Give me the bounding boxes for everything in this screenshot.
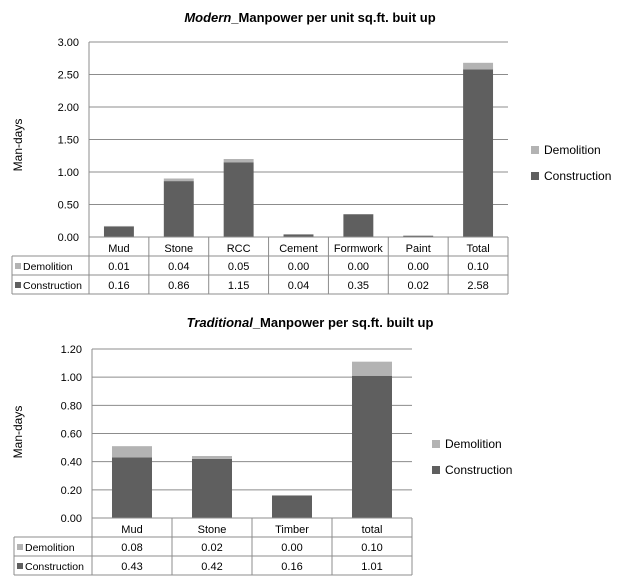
chart2-legend-label-construction: Construction (445, 463, 513, 477)
chart2-table-swatch-demolition (17, 544, 23, 550)
chart1-y-tick-label: 0.50 (58, 200, 79, 212)
chart1-legend-swatch-demolition (531, 146, 539, 154)
chart1-category-label: Paint (406, 243, 431, 255)
chart2-category-label: total (362, 524, 383, 536)
chart1-legend-item-construction: Construction (531, 168, 611, 184)
chart2-legend-item-demolition: Demolition (432, 436, 512, 452)
chart2-y-tick-label: 1.00 (61, 372, 82, 384)
chart1-bar-construction-stone (163, 181, 194, 237)
chart1-y-tick-label: 1.50 (58, 135, 79, 147)
chart1-category-label: Total (466, 243, 489, 255)
chart1-table-cell-construction: 1.15 (228, 280, 249, 292)
chart1-bar-construction-cement (283, 234, 314, 237)
chart2-category-label: Stone (198, 524, 227, 536)
chart1-table-cell-demolition: 0.00 (288, 261, 309, 273)
chart1-title-rest: _Manpower per unit sq.ft. buit up (231, 10, 436, 25)
chart2-legend-swatch-construction (432, 466, 440, 474)
chart1-table-swatch-construction (15, 282, 21, 288)
chart1-table-row-label-demolition: Demolition (23, 261, 73, 273)
chart1-category-label: Mud (108, 243, 129, 255)
chart1-table-cell-construction: 0.04 (288, 280, 309, 292)
chart2-table-row-label-demolition: Demolition (25, 542, 75, 554)
chart1-category-label: Stone (164, 243, 193, 255)
chart2-table-cell-construction: 0.16 (281, 561, 302, 573)
chart2-y-tick-label: 0.60 (61, 429, 82, 441)
chart2-legend-swatch-demolition (432, 440, 440, 448)
chart1-bar-demolition-stone (163, 178, 194, 182)
chart2-plot: 0.00 0.20 0.40 0.60 0.80 1.00 1.20 Mud Stone Timb… (13, 344, 413, 576)
chart1-bar-demolition-mud (103, 225, 134, 227)
chart2-title: Traditional_Manpower per sq.ft. built up (0, 315, 620, 330)
chart1-table-cell-construction: 2.58 (467, 280, 488, 292)
chart1-table-cell-demolition: 0.00 (348, 261, 369, 273)
chart2-bar-demolition-stone (192, 456, 232, 459)
chart2-bar-demolition-total (352, 361, 392, 376)
chart2-title-rest: _Manpower per sq.ft. built up (252, 315, 434, 330)
chart1-bar-construction-paint (403, 235, 434, 237)
chart1-table-cell-demolition: 0.05 (228, 261, 249, 273)
chart2-y-tick-label: 0.20 (61, 485, 82, 497)
chart1-legend-item-demolition: Demolition (531, 142, 611, 158)
chart2-legend: Demolition Construction (432, 436, 512, 488)
chart2-category-label: Timber (275, 524, 309, 536)
chart2-bar-construction-timber (272, 495, 312, 518)
chart1-category-label: Cement (279, 243, 318, 255)
chart1-bar-construction-mud (103, 226, 134, 237)
chart1-bar-demolition-total (463, 62, 494, 70)
chart1-legend-label-demolition: Demolition (544, 143, 601, 157)
chart2-table-cell-demolition: 0.08 (121, 542, 142, 554)
chart1-y-tick-label: 3.00 (58, 37, 79, 49)
chart1-y-tick-label: 2.00 (58, 102, 79, 114)
chart1-table-row-label-construction: Construction (23, 280, 82, 292)
chart2-table-cell-demolition: 0.02 (201, 542, 222, 554)
chart1-category-label: Formwork (334, 243, 383, 255)
chart2-table-row-label-construction: Construction (25, 561, 84, 573)
chart1-y-tick-label: 2.50 (58, 70, 79, 82)
chart2-table-cell-construction: 1.01 (361, 561, 382, 573)
chart1-table-cell-demolition: 0.01 (108, 261, 129, 273)
chart1-table-cell-demolition: 0.00 (408, 261, 429, 273)
chart2-y-tick-label: 0.00 (61, 513, 82, 525)
chart2-table-swatch-construction (17, 563, 23, 569)
chart1-title-italic: Modern (184, 10, 232, 25)
chart1-plot: 0.00 0.50 1.00 1.50 2.00 2.50 3.00 Mud Stone RCC C… (11, 37, 509, 295)
chart2-bar-demolition-mud (112, 446, 152, 458)
chart2-bar-construction-total (352, 375, 392, 518)
chart1-table-swatch-demolition (15, 263, 21, 269)
chart1-category-label: RCC (227, 243, 251, 255)
chart1-legend: Demolition Construction (531, 142, 611, 194)
chart1-table-cell-construction: 0.86 (168, 280, 189, 292)
chart2-bar-construction-stone (192, 458, 232, 518)
chart1-legend-swatch-construction (531, 172, 539, 180)
chart2-y-tick-label: 0.40 (61, 457, 82, 469)
chart1-bar-construction-formwork (343, 214, 374, 237)
chart1-legend-label-construction: Construction (544, 169, 612, 183)
chart2-table-cell-demolition: 0.10 (361, 542, 382, 554)
chart1-y-tick-label: 1.00 (58, 167, 79, 179)
chart1-y-tick-label: 0.00 (58, 232, 79, 244)
chart1-table-cell-construction: 0.35 (348, 280, 369, 292)
chart2-legend-label-demolition: Demolition (445, 437, 502, 451)
chart2-title-italic: Traditional (186, 315, 253, 330)
chart2-category-label: Mud (121, 524, 142, 536)
chart2-table-cell-demolition: 0.00 (281, 542, 302, 554)
chart1-table-cell-construction: 0.16 (108, 280, 129, 292)
chart1-bar-demolition-rcc (223, 159, 254, 163)
chart1-title: Modern_Manpower per unit sq.ft. buit up (0, 10, 620, 25)
chart2-y-tick-label: 0.80 (61, 400, 82, 412)
chart1-bar-construction-rcc (223, 162, 254, 237)
chart2-y-tick-label: 1.20 (61, 344, 82, 356)
chart1-table-cell-demolition: 0.04 (168, 261, 189, 273)
chart2-table-cell-construction: 0.43 (121, 561, 142, 573)
chart2-legend-item-construction: Construction (432, 462, 512, 478)
chart1-table-cell-demolition: 0.10 (467, 261, 488, 273)
chart1-table-cell-construction: 0.02 (408, 280, 429, 292)
chart2-table-cell-construction: 0.42 (201, 561, 222, 573)
chart1-bar-construction-total (463, 69, 494, 237)
chart2-bar-construction-mud (112, 457, 152, 518)
